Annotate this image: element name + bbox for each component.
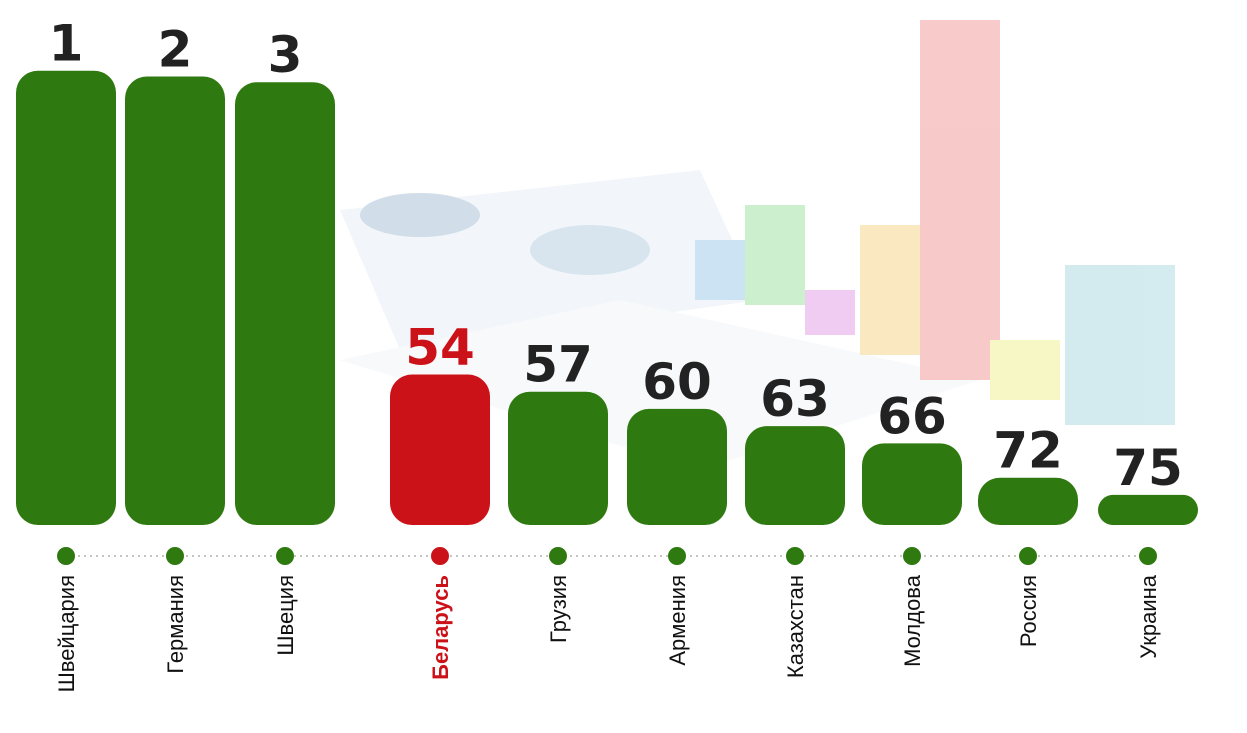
value-label: 60: [642, 353, 712, 411]
marker-dot: [786, 547, 804, 565]
x-tick-label: Швейцария: [54, 575, 79, 692]
marker-dot: [1019, 547, 1037, 565]
bar: [627, 408, 727, 525]
x-tick-label: Армения: [665, 575, 690, 666]
value-label: 57: [523, 336, 593, 394]
value-label: 63: [760, 370, 830, 428]
bar: [390, 374, 490, 525]
value-label: 66: [877, 387, 947, 445]
bar: [125, 76, 225, 525]
bar: [1098, 494, 1198, 525]
value-label: 3: [268, 26, 303, 84]
marker-dot: [431, 547, 449, 565]
value-label: 75: [1113, 439, 1183, 497]
value-label: 2: [158, 20, 193, 78]
marker-dot: [166, 547, 184, 565]
value-label: 54: [405, 319, 475, 377]
marker-dot: [1139, 547, 1157, 565]
x-tick-label: Беларусь: [428, 575, 453, 680]
bar: [862, 443, 962, 525]
bar: [16, 70, 116, 525]
x-tick-label: Германия: [163, 575, 188, 674]
x-tick-label: Казахстан: [783, 575, 808, 678]
x-tick-label: Молдова: [900, 574, 925, 667]
bar: [508, 391, 608, 525]
bar: [745, 426, 845, 525]
marker-dot: [276, 547, 294, 565]
value-label: 1: [49, 15, 84, 73]
marker-dot: [903, 547, 921, 565]
marker-dot: [57, 547, 75, 565]
marker-dot: [549, 547, 567, 565]
marker-dot: [668, 547, 686, 565]
bar: [235, 82, 335, 525]
x-tick-label: Украина: [1136, 574, 1161, 659]
x-tick-label: Грузия: [546, 575, 571, 643]
x-tick-label: Россия: [1016, 575, 1041, 647]
bar: [978, 477, 1078, 525]
value-label: 72: [993, 422, 1063, 480]
x-tick-label: Швеция: [273, 575, 298, 656]
